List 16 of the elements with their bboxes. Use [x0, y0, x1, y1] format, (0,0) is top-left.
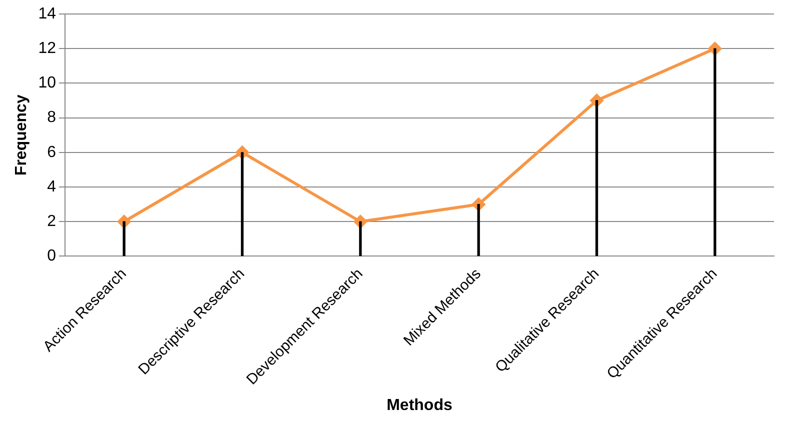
bar [595, 100, 598, 256]
bar [477, 204, 480, 256]
x-axis-title: Methods [386, 396, 452, 414]
y-tick-label: 4 [47, 178, 56, 196]
y-tick-label: 2 [47, 213, 56, 230]
bar [714, 48, 716, 256]
bar [359, 221, 362, 256]
bar [122, 221, 126, 256]
y-axis-title: Frequency [13, 94, 30, 176]
y-tick-label: 6 [47, 144, 56, 161]
y-tick-label: 14 [38, 5, 56, 22]
y-tick-label: 12 [38, 40, 56, 58]
y-tick-label: 10 [38, 74, 56, 92]
y-tick-label: 0 [47, 248, 56, 265]
y-tick-label: 8 [47, 109, 56, 126]
bar [240, 152, 244, 256]
